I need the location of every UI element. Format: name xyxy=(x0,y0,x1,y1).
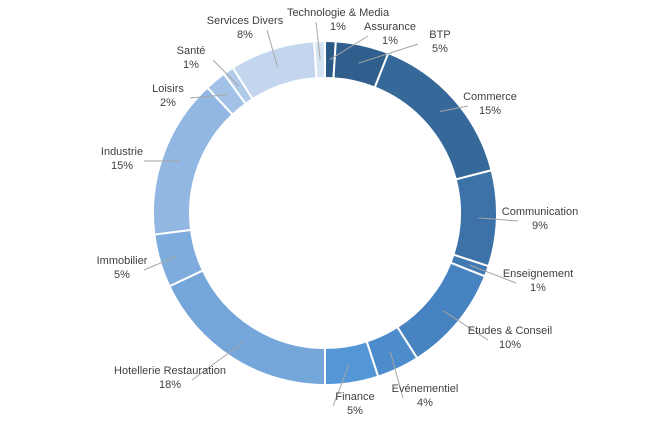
leader-btp xyxy=(358,43,419,64)
label-category: Immobilier xyxy=(97,255,148,267)
slice-technologie-media xyxy=(313,39,326,80)
label-value: 5% xyxy=(432,43,448,55)
label-value: 2% xyxy=(160,97,176,109)
leader-evenementiel xyxy=(389,351,404,399)
leader-immobilier xyxy=(143,255,178,271)
leader-etudes-conseil xyxy=(443,310,489,341)
label-value: 8% xyxy=(237,29,253,41)
label-category: Industrie xyxy=(101,146,143,158)
label-value: 10% xyxy=(499,339,521,351)
leader-technologie-media xyxy=(315,21,321,60)
label-services-divers: Services Divers 8% xyxy=(207,15,284,41)
leader-sante xyxy=(212,59,240,87)
label-assurance: Assurance 1% xyxy=(364,21,416,47)
label-category: Commerce xyxy=(463,91,517,103)
label-industrie: Industrie 15% xyxy=(101,146,143,172)
leader-assurance xyxy=(329,35,369,61)
label-value: 15% xyxy=(111,160,133,172)
leader-finance xyxy=(332,364,350,407)
slice-communication xyxy=(452,169,498,268)
label-category: Evénementiel xyxy=(392,383,459,395)
label-value: 15% xyxy=(479,105,501,117)
label-value: 1% xyxy=(530,282,546,294)
label-value: 5% xyxy=(347,405,363,417)
label-btp: BTP 5% xyxy=(429,29,450,55)
label-technologie-media: Technologie & Media 1% xyxy=(287,7,390,33)
label-category: Services Divers xyxy=(207,15,284,27)
leader-lines xyxy=(143,21,519,407)
slice-etudes-conseil xyxy=(395,261,487,360)
label-loisirs: Loisirs 2% xyxy=(152,83,184,109)
label-enseignement: Enseignement 1% xyxy=(503,268,573,294)
label-value: 1% xyxy=(183,59,199,71)
label-hotellerie-restauration: Hotellerie Restauration 18% xyxy=(114,365,226,391)
label-category: Hotellerie Restauration xyxy=(114,365,226,377)
label-category: Assurance xyxy=(364,21,416,33)
label-category: Santé xyxy=(177,45,206,57)
label-category: Communication xyxy=(502,206,578,218)
leader-communication xyxy=(478,217,519,222)
label-category: Loisirs xyxy=(152,83,184,95)
label-evenementiel: Evénementiel 4% xyxy=(392,383,459,409)
label-sante: Santé 1% xyxy=(177,45,206,71)
leader-loisirs xyxy=(189,94,228,99)
label-communication: Communication 9% xyxy=(502,206,578,232)
label-value: 5% xyxy=(114,269,130,281)
label-finance: Finance 5% xyxy=(335,391,374,417)
label-etudes-conseil: Etudes & Conseil 10% xyxy=(468,325,552,351)
label-category: Technologie & Media xyxy=(287,7,390,19)
label-value: 4% xyxy=(417,397,433,409)
label-category: Finance xyxy=(335,391,374,403)
label-category: Enseignement xyxy=(503,268,573,280)
label-value: 1% xyxy=(330,21,346,33)
leader-enseignement xyxy=(469,264,517,284)
leader-commerce xyxy=(440,105,469,112)
label-value: 1% xyxy=(382,35,398,47)
label-immobilier: Immobilier 5% xyxy=(97,255,148,281)
label-value: 18% xyxy=(159,379,181,391)
slice-labels: Assurance 1% BTP 5% Commerce 15% Communication… xyxy=(97,7,579,417)
label-category: Etudes & Conseil xyxy=(468,325,552,337)
donut-slices xyxy=(152,39,498,387)
slice-commerce xyxy=(373,51,493,181)
label-category: BTP xyxy=(429,29,450,41)
label-value: 9% xyxy=(532,220,548,232)
leader-services-divers xyxy=(266,29,279,68)
label-commerce: Commerce 15% xyxy=(463,91,517,117)
leader-hotellerie-restauration xyxy=(191,342,244,381)
